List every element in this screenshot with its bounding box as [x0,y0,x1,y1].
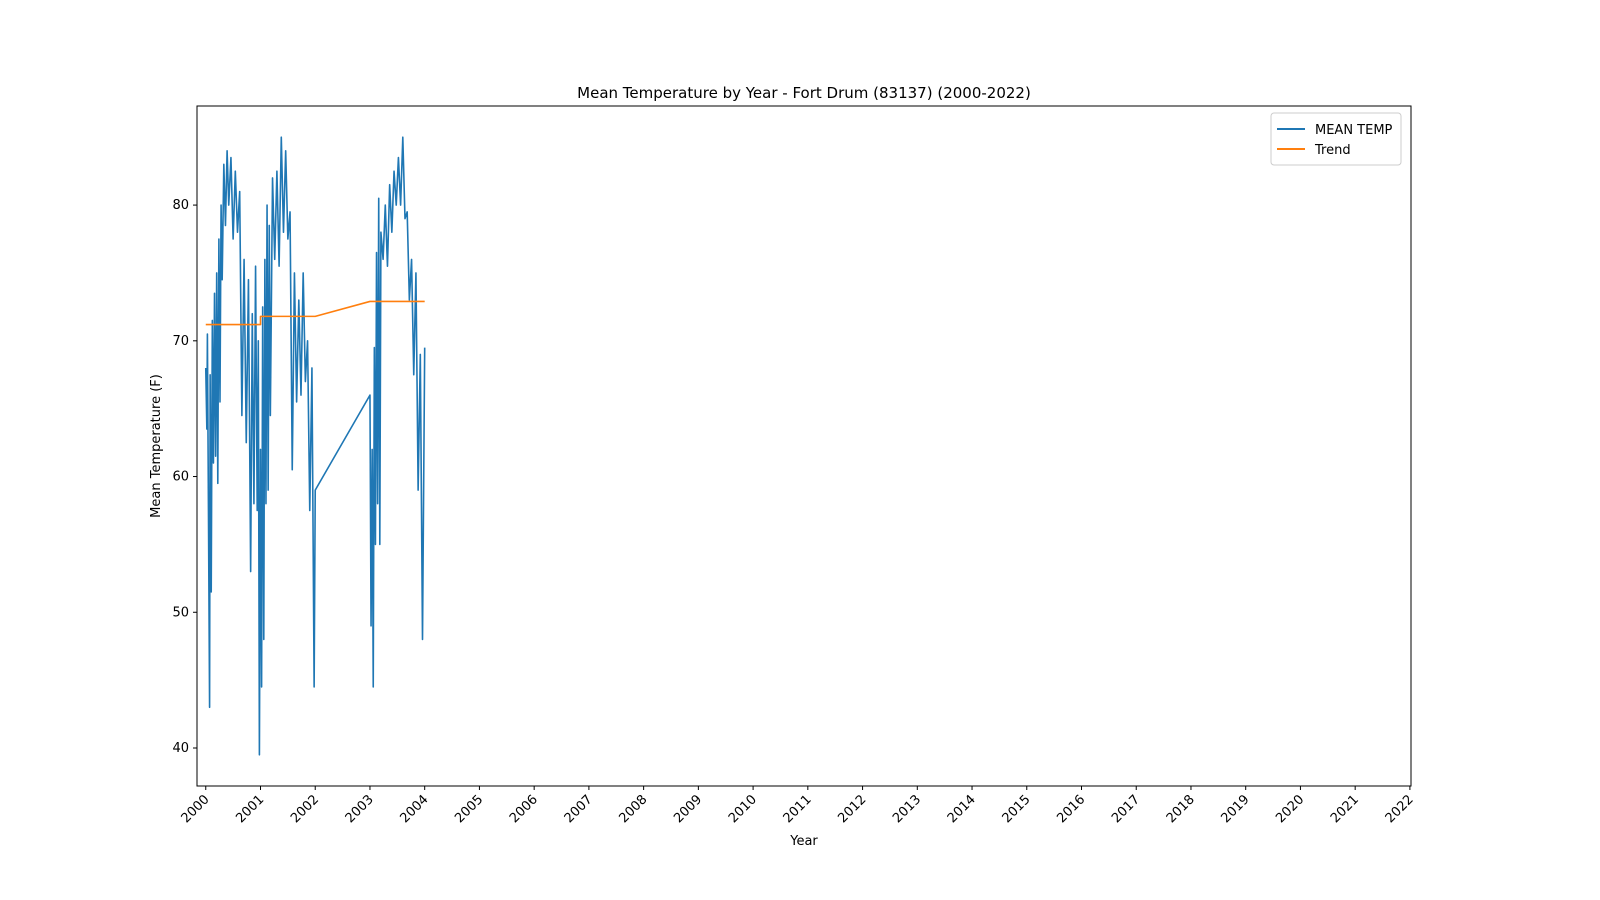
y-tick-label: 40 [172,741,189,756]
y-axis-label: Mean Temperature (F) [149,374,164,518]
legend-box [1270,112,1402,166]
legend-label: Trend [1314,143,1351,158]
y-tick-label: 80 [172,198,189,213]
y-tick-label: 70 [172,334,189,349]
legend: MEAN TEMP Trend [1270,112,1402,166]
chart-title: Mean Temperature by Year - Fort Drum (83… [577,84,1031,102]
y-tick-label: 60 [172,470,189,485]
data-line [205,300,425,326]
data-line [204,136,426,756]
legend-label: MEAN TEMP [1315,123,1393,138]
x-axis-label: Year [789,834,818,849]
y-tick-label: 50 [172,605,189,620]
plot-frame [196,105,1412,787]
